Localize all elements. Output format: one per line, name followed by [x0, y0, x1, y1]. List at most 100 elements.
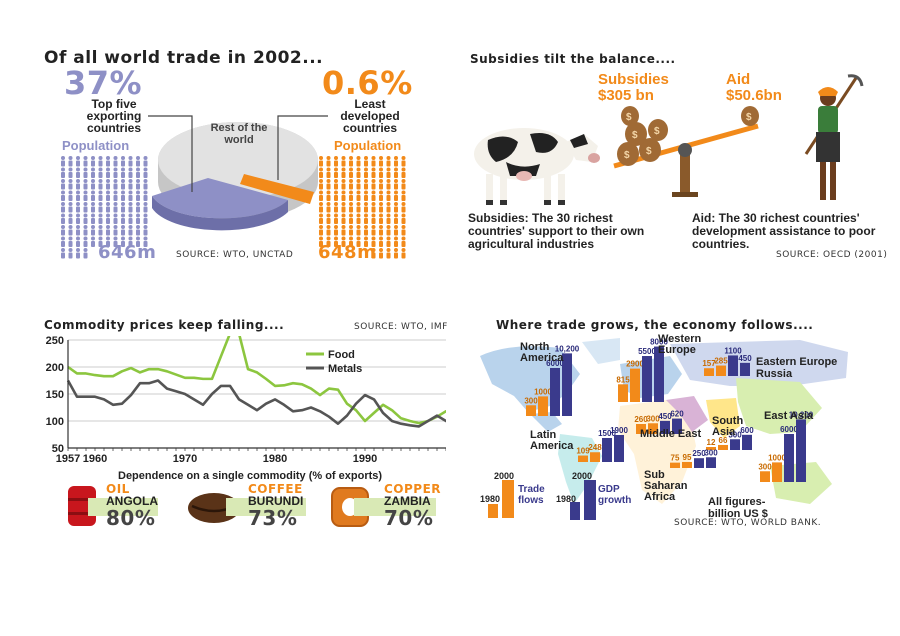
person-icon [349, 190, 353, 201]
south-asia-shape [706, 398, 740, 438]
person-icon [106, 167, 110, 178]
person-icon [356, 167, 361, 178]
person-icon [68, 213, 73, 224]
person-icon [341, 202, 346, 213]
russia-shape [670, 340, 848, 386]
person-icon [394, 248, 398, 259]
person-icon [143, 202, 148, 213]
person-icon [143, 167, 148, 178]
map-bar [550, 367, 560, 416]
person-icon [98, 179, 103, 190]
person-icon [341, 213, 346, 224]
person-icon [121, 190, 125, 201]
person-icon [121, 167, 125, 178]
person-icon [136, 225, 140, 236]
person-icon [98, 202, 103, 213]
legend-gdp-2000: 2000 [572, 471, 593, 481]
person-icon [83, 213, 88, 224]
cow-illustration [474, 128, 600, 205]
person-icon [334, 167, 338, 178]
legend-gdp-label: GDP growth [598, 484, 632, 506]
person-icon [401, 156, 406, 167]
rest-of-world-label: Rest of the world [210, 122, 268, 146]
person-icon [394, 202, 398, 213]
svg-text:$: $ [626, 112, 632, 123]
map-bar-label: 250 [692, 449, 706, 458]
person-icon [106, 225, 110, 236]
person-icon [394, 213, 398, 224]
map-bar [728, 355, 738, 376]
map-bar-label: 285 [714, 357, 728, 366]
person-icon [76, 179, 80, 190]
panel-subsidies-title: Subsidies tilt the balance.... [470, 52, 676, 66]
person-icon [364, 202, 368, 213]
person-icon [379, 225, 383, 236]
map-bar-label: 815 [616, 375, 630, 384]
money-bag-aid [741, 106, 759, 126]
legend-trade-label: Trade flows [518, 484, 545, 506]
map-bar-label: 450 [658, 412, 672, 421]
person-icon [394, 167, 398, 178]
aid-label: Aid [726, 71, 751, 88]
person-icon [76, 236, 80, 247]
person-icon [371, 167, 376, 178]
person-icon [106, 156, 110, 167]
map-bar-label: 300 [524, 396, 538, 405]
seesaw-illustration: $ $$ $$ $ [613, 106, 759, 197]
map-bar [730, 439, 740, 450]
svg-text:$: $ [654, 126, 660, 137]
map-bar-label: 600 [740, 426, 754, 435]
person-icon [106, 179, 110, 190]
dependence-oil-pct: 80% [106, 506, 156, 530]
series-line-metals [66, 379, 446, 428]
person-icon [143, 213, 148, 224]
map-bar-label: 248 [588, 443, 602, 452]
map-bar-label: 6000 [546, 359, 564, 368]
y-tick-label: 100 [46, 416, 64, 428]
person-icon [91, 213, 95, 224]
legend-trade-1980: 1980 [480, 494, 501, 504]
person-icon [68, 225, 73, 236]
subsidies-note: Subsidies: The 30 richest countries' sup… [468, 211, 645, 251]
person-icon [394, 156, 398, 167]
person-icon [91, 225, 95, 236]
person-icon [401, 236, 406, 247]
person-icon [61, 156, 65, 167]
money-bags-subsidies [617, 106, 668, 166]
map-units-note: All figures- billion US $ [708, 496, 768, 520]
person-icon [371, 156, 376, 167]
region-western-europe: Western Europe [658, 333, 702, 356]
person-icon [76, 213, 80, 224]
map-bar [526, 405, 536, 416]
map-bar-label: 300 [646, 414, 660, 423]
dependence-coffee: COFFEE BURUNDI 73% [186, 482, 310, 530]
person-icon [91, 190, 95, 201]
right-population-label: Population [334, 138, 402, 153]
person-icon [91, 236, 95, 247]
map-bar-label: 300 [704, 448, 718, 457]
right-population-value: 648m [318, 242, 377, 263]
person-icon [371, 202, 376, 213]
person-icon [386, 248, 391, 259]
person-icon [61, 213, 65, 224]
trade-pie-chart [148, 115, 328, 231]
person-icon [128, 167, 133, 178]
aid-note: Aid: The 30 richest countries' developme… [692, 211, 876, 251]
panel-trade-title: Of all world trade in 2002... [44, 48, 324, 68]
person-icon [128, 179, 133, 190]
person-icon [136, 156, 140, 167]
dependence-copper: COPPER ZAMBIA 70% [330, 482, 446, 530]
person-icon [341, 225, 346, 236]
legend-trade-2000: 2000 [494, 471, 515, 481]
person-icon [386, 156, 391, 167]
person-icon [364, 190, 368, 201]
person-icon [83, 167, 88, 178]
map-bar [718, 444, 728, 450]
map-bar [796, 419, 806, 482]
map-bar [704, 368, 714, 376]
map-bar-label: 66 [719, 436, 728, 445]
region-latin-america: Latin America [530, 429, 574, 452]
person-icon [136, 167, 140, 178]
person-icon [91, 156, 95, 167]
person-icon [143, 156, 148, 167]
